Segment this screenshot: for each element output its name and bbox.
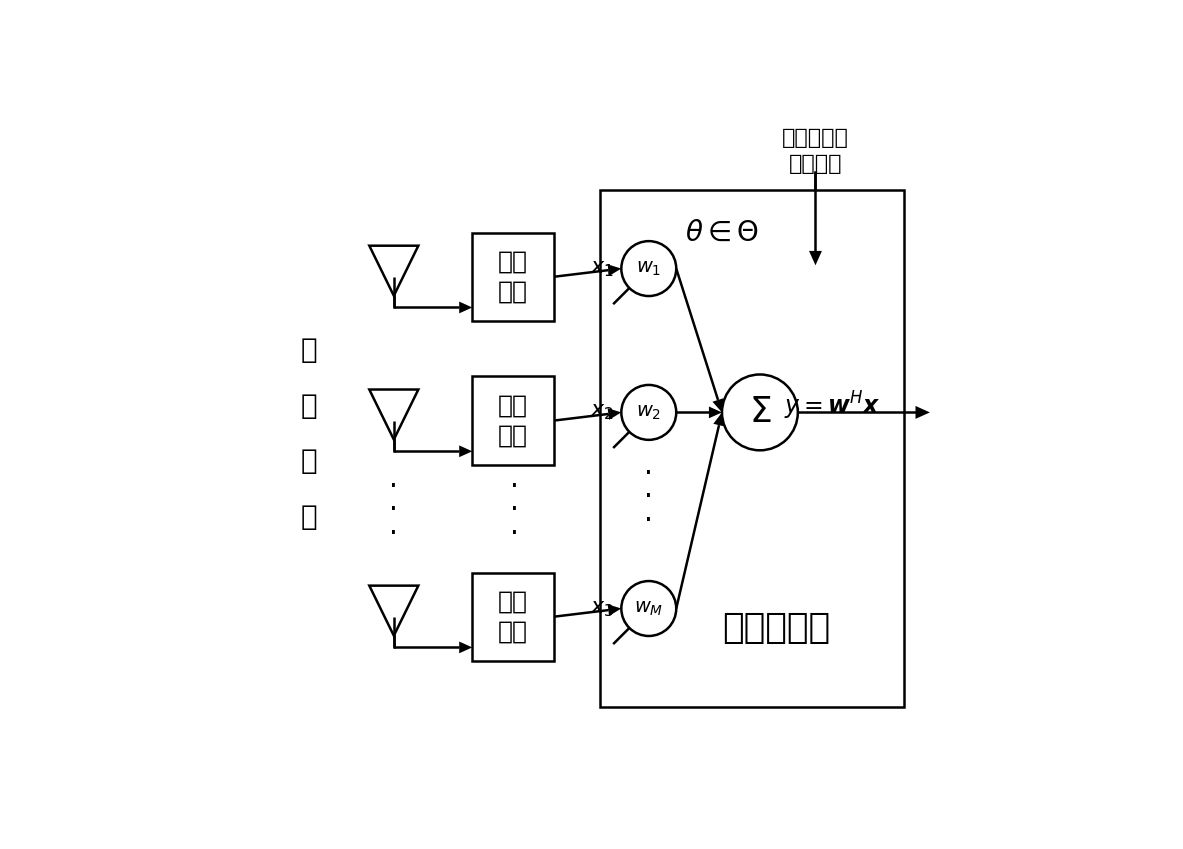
Text: 射频: 射频 [498,590,528,614]
Polygon shape [459,642,472,653]
Circle shape [621,385,677,440]
Text: 元: 元 [300,503,317,531]
Text: 波束形成器: 波束形成器 [722,611,830,645]
Text: 前端: 前端 [498,424,528,447]
Text: 射频: 射频 [498,394,528,418]
Text: 阵: 阵 [300,447,317,475]
Text: $x_3$: $x_3$ [590,599,614,619]
Polygon shape [459,301,472,313]
Polygon shape [709,407,722,419]
Text: ·
·
·: · · · [645,460,653,535]
Polygon shape [608,408,621,419]
Text: 达角范围: 达角范围 [789,154,842,174]
Circle shape [621,581,677,636]
Text: $y = \boldsymbol{w}^H\boldsymbol{x}$: $y = \boldsymbol{w}^H\boldsymbol{x}$ [783,390,880,422]
Text: $w_2$: $w_2$ [636,403,661,422]
Bar [472,233,554,321]
Polygon shape [608,264,621,276]
Text: 天: 天 [300,336,317,364]
Polygon shape [459,446,472,457]
Text: 前端: 前端 [498,620,528,644]
Polygon shape [809,251,822,265]
Bar [472,572,554,661]
Polygon shape [712,398,724,413]
Text: $\Sigma$: $\Sigma$ [749,396,771,430]
Text: ·
·
·: · · · [389,473,399,548]
Text: $w_1$: $w_1$ [636,259,661,278]
Circle shape [722,374,797,450]
Circle shape [621,241,677,296]
Text: $\theta \in \Theta$: $\theta \in \Theta$ [685,219,759,246]
Bar [600,190,904,706]
Bar [472,376,554,464]
Text: 线: 线 [300,392,317,420]
Text: $x_2$: $x_2$ [590,402,614,423]
Polygon shape [916,406,930,419]
Text: 前端: 前端 [498,280,528,304]
Text: 射频: 射频 [498,250,528,273]
Text: 卫星信号到: 卫星信号到 [782,128,849,148]
Polygon shape [608,604,621,616]
Text: $w_M$: $w_M$ [634,599,664,618]
Text: ·
·
·: · · · [510,473,519,548]
Text: $x_1$: $x_1$ [590,259,614,278]
Polygon shape [713,413,725,426]
